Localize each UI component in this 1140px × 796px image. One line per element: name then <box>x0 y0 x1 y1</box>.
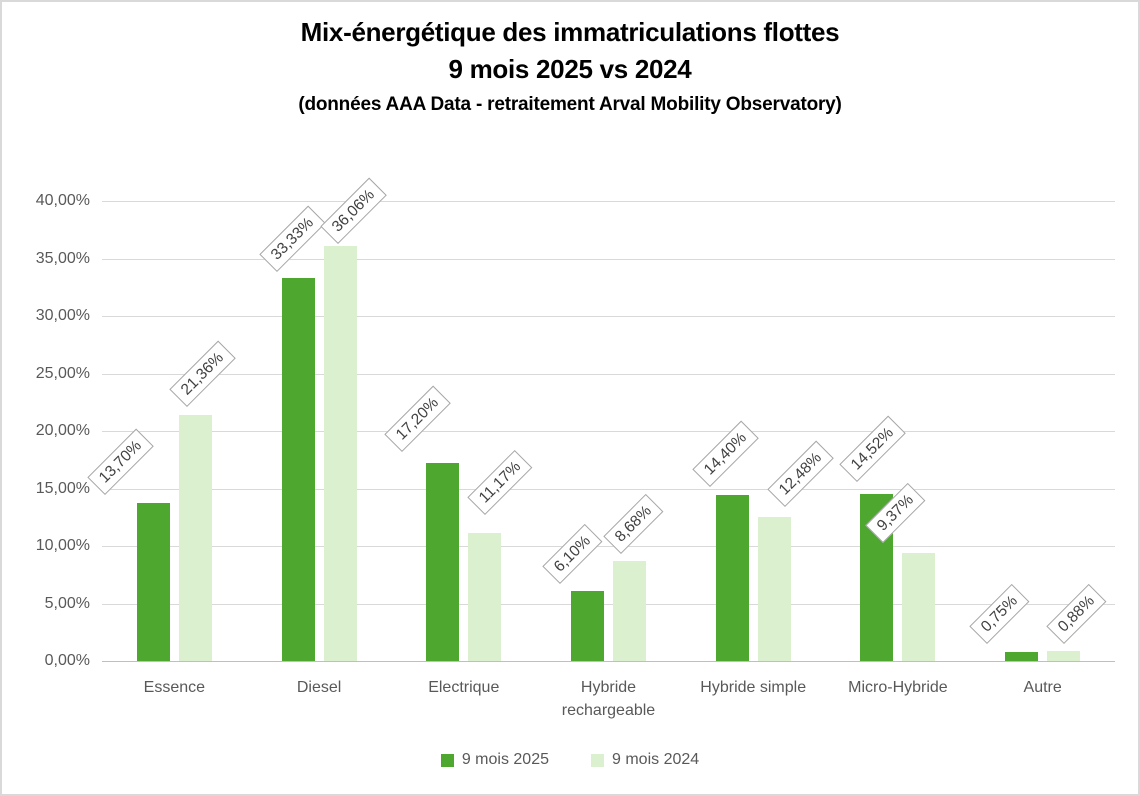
chart-title-line1: Mix-énergétique des immatriculations flo… <box>300 17 840 47</box>
bar-9-mois-2024-autre <box>1047 650 1081 661</box>
gridline <box>102 431 1115 432</box>
data-label-9-mois-2025-autre: 0,75% <box>969 584 1030 645</box>
bar-9-mois-2025-diesel <box>281 277 315 661</box>
bar-9-mois-2025-hybride-rechargeable <box>571 590 604 661</box>
x-axis-category-label-electrique: Electrique <box>428 679 500 696</box>
gridline <box>102 546 1115 547</box>
x-axis-category-label-autre: Autre <box>1023 679 1062 696</box>
chart-subtitle: (données AAA Data - retraitement Arval M… <box>298 93 842 115</box>
gridline <box>102 258 1115 260</box>
bar-9-mois-2024-essence <box>178 415 212 661</box>
bar-9-mois-2024-electrique <box>468 532 502 661</box>
data-label-9-mois-2025-hybride-rechargeable: 6,10% <box>542 523 603 584</box>
x-axis-category-label-hybride-rechargeable: Hybride rechargeable <box>561 679 656 720</box>
gridline <box>102 488 1115 490</box>
gridline <box>102 316 1115 317</box>
y-axis-tick-label: 20,00% <box>35 422 90 439</box>
y-axis-tick-label: 5,00% <box>44 594 90 612</box>
y-axis-tick-label: 25,00% <box>35 364 90 382</box>
data-label-9-mois-2025-diesel: 33,33% <box>258 205 326 272</box>
y-axis-tick-label: 30,00% <box>35 307 90 324</box>
legend-swatch-9-mois-2025 <box>440 753 454 767</box>
data-label-9-mois-2024-hybride-simple: 12,48% <box>767 441 834 508</box>
bar-9-mois-2024-diesel <box>323 246 357 661</box>
data-label-9-mois-2025-essence: 13,70% <box>87 429 154 496</box>
gridline <box>102 373 1115 375</box>
data-label-9-mois-2024-autre: 0,88% <box>1046 583 1107 644</box>
y-axis-tick-label: 40,00% <box>35 192 90 209</box>
gridline <box>102 201 1115 202</box>
legend-label: 9 mois 2024 <box>612 751 700 768</box>
chart-title-line2: 9 mois 2025 vs 2024 <box>448 53 692 84</box>
data-label-9-mois-2024-electrique: 11,17% <box>467 449 533 515</box>
y-axis-tick-label: 0,00% <box>44 652 90 669</box>
bar-9-mois-2025-hybride-simple <box>715 495 749 661</box>
bar-9-mois-2025-electrique <box>426 463 460 661</box>
bar-9-mois-2025-autre <box>1005 652 1039 661</box>
x-axis-category-label-diesel: Diesel <box>296 679 342 696</box>
legend: 9 mois 2025 9 mois 2024 <box>2 751 1138 769</box>
x-axis-line <box>102 661 1115 662</box>
bar-9-mois-2025-essence <box>136 503 170 661</box>
y-axis-tick-label: 10,00% <box>35 537 90 554</box>
legend-item-9-mois-2024: 9 mois 2024 <box>591 751 699 769</box>
legend-swatch-9-mois-2024 <box>591 753 604 767</box>
data-label-9-mois-2025-electrique: 17,20% <box>384 386 451 453</box>
bar-9-mois-2024-hybride-simple <box>757 517 791 661</box>
bar-9-mois-2024-hybride-rechargeable <box>613 561 646 661</box>
y-axis-tick-label: 15,00% <box>35 479 90 497</box>
chart-title-block: Mix-énergétique des immatriculations flo… <box>2 14 1138 116</box>
x-axis-category-label-essence: Essence <box>143 679 206 696</box>
legend-item-9-mois-2025: 9 mois 2025 <box>440 751 549 769</box>
data-label-9-mois-2025-micro-hybride: 14,52% <box>839 415 906 483</box>
x-axis-category-label-micro-hybride: Micro-Hybride <box>848 679 948 696</box>
x-axis-category-label-hybride-simple: Hybride simple <box>700 679 807 696</box>
gridline <box>102 603 1115 605</box>
legend-label: 9 mois 2025 <box>461 751 549 768</box>
bar-9-mois-2024-micro-hybride <box>902 553 936 661</box>
data-label-9-mois-2024-diesel: 36,06% <box>319 178 387 245</box>
y-axis-tick-label: 35,00% <box>35 249 90 267</box>
